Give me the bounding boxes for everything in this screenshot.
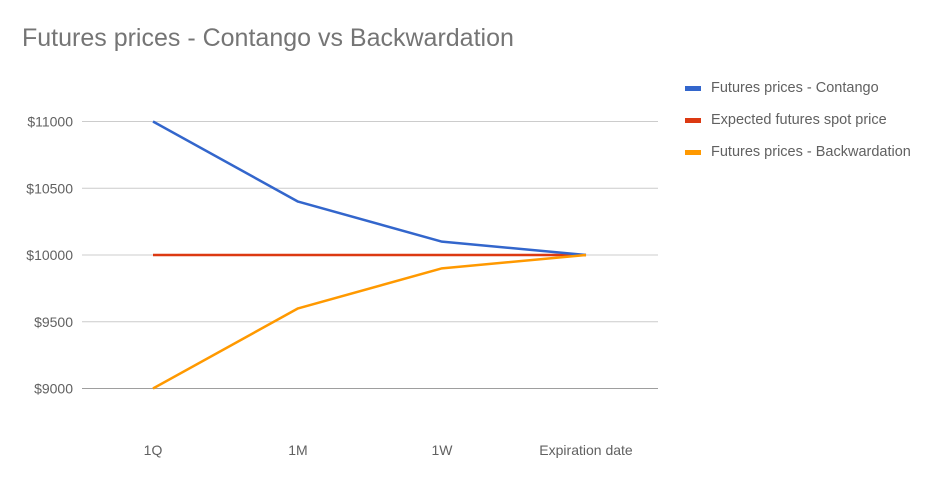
legend-swatch <box>685 149 701 155</box>
legend-swatch <box>685 117 701 123</box>
legend-item[interactable]: Expected futures spot price <box>685 104 911 136</box>
series-line-0 <box>152 120 587 257</box>
legend-item[interactable]: Futures prices - Contango <box>685 72 911 104</box>
legend-swatch <box>685 85 701 91</box>
legend-label: Expected futures spot price <box>711 112 887 128</box>
y-tick-label: $9000 <box>34 381 73 397</box>
legend-label: Futures prices - Backwardation <box>711 144 911 160</box>
x-tick-label: Expiration date <box>539 442 633 458</box>
y-tick-label: $10500 <box>26 180 73 196</box>
x-tick-label: 1M <box>288 442 307 458</box>
series-line-2 <box>152 253 587 390</box>
y-tick-label: $9500 <box>34 314 73 330</box>
y-tick-label: $10000 <box>26 247 73 263</box>
chart-title: Futures prices - Contango vs Backwardati… <box>22 24 514 52</box>
legend-item[interactable]: Futures prices - Backwardation <box>685 136 911 168</box>
legend: Futures prices - Contango Expected future… <box>685 72 911 168</box>
legend-label: Futures prices - Contango <box>711 80 879 96</box>
y-tick-label: $11000 <box>27 114 73 130</box>
x-tick-label: 1Q <box>144 442 163 458</box>
x-tick-label: 1W <box>432 442 454 458</box>
